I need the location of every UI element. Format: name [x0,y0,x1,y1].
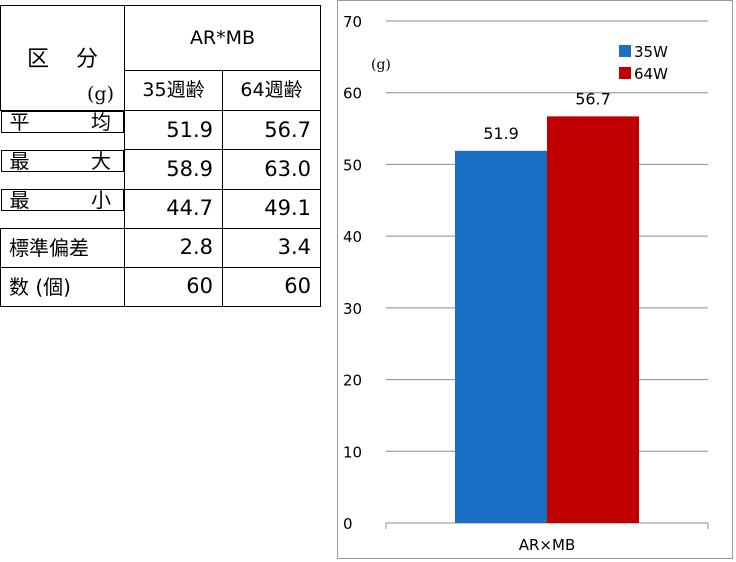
y-tick-label-70: 70 [343,13,362,31]
column-header-64: 64週齢 [221,70,322,112]
row-label-average-a: 平 [9,110,30,135]
cell-min-64: 49.1 [221,188,322,229]
y-tick-label-10: 10 [343,443,362,461]
bar-35w [455,150,547,523]
legend-swatch-35w [619,45,631,57]
row-label-count: 数 (個) [0,266,125,308]
row-label-max-b: 大 [91,148,111,173]
y-axis-label: (g) [371,57,391,73]
row-label-max-a: 最 [9,148,30,173]
data-label-35w: 51.9 [483,124,519,143]
y-tick-label-40: 40 [343,228,362,246]
row-label-max: 最 大 [0,148,124,173]
stats-table: 区 分 (g) AR*MB 35週齢 64週齢 平 均 51.9 56.7 最 … [0,4,322,308]
cell-max-64: 63.0 [221,149,322,190]
y-tick-label-20: 20 [343,372,362,390]
bar-64w [547,116,639,523]
unit-header: (g) [87,83,114,106]
x-category-label: AR×MB [519,536,575,554]
cell-max-35: 58.9 [124,149,223,190]
cell-count-64: 60 [221,266,322,308]
cell-count-35: 60 [124,266,223,308]
chart-frame: 0 10 20 30 40 50 60 70 (g) 51.9 56.7 AR×MB 35W 64W [337,0,733,559]
bar-chart: 0 10 20 30 40 50 60 70 (g) 51.9 56.7 AR×MB 35W 64W [343,13,709,554]
cell-min-35: 44.7 [124,188,223,229]
category-header: 区 分 [27,47,108,72]
y-tick-label-50: 50 [343,156,362,174]
cell-average-64: 56.7 [221,110,322,151]
row-label-min-b: 小 [91,188,111,213]
legend-swatch-64w [619,67,631,79]
column-header-35: 35週齢 [124,70,223,112]
row-label-average-b: 均 [91,110,111,135]
cell-average-35: 51.9 [124,110,223,151]
row-label-average: 平 均 [0,110,124,135]
row-label-min: 最 小 [0,188,124,213]
row-label-stddev: 標準偏差 [0,227,125,268]
row-label-min-a: 最 [9,188,30,213]
data-label-64w: 56.7 [575,89,611,108]
y-tick-label-60: 60 [343,85,362,103]
legend-label-35w: 35W [634,43,668,61]
category-header-cell: 区 分 (g) [0,4,125,112]
legend-label-64w: 64W [634,65,668,83]
y-tick-label-30: 30 [343,300,362,318]
group-header: AR*MB [123,4,322,72]
cell-stddev-35: 2.8 [124,227,223,268]
y-tick-label-0: 0 [343,515,353,533]
cell-stddev-64: 3.4 [221,227,322,268]
